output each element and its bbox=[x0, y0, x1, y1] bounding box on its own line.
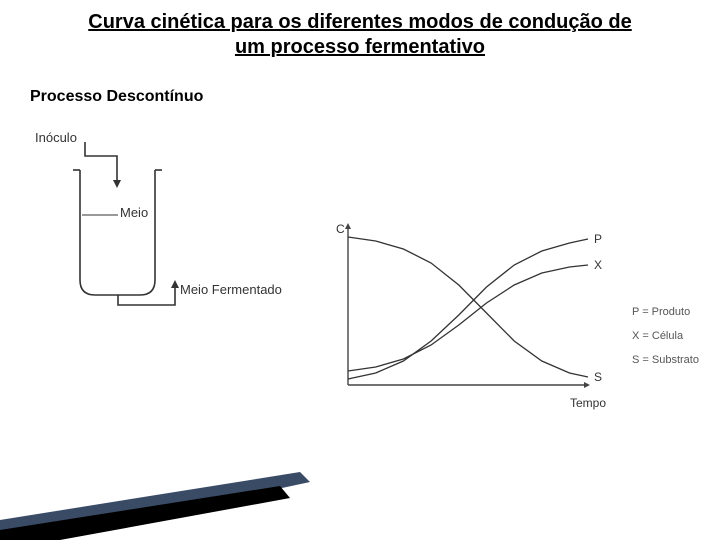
svg-text:Tempo: Tempo bbox=[570, 396, 606, 410]
page-title: Curva cinética para os diferentes modos … bbox=[0, 10, 720, 60]
title-line-2: um processo fermentativo bbox=[235, 36, 485, 58]
legend-P: P = Produto bbox=[632, 300, 699, 324]
label-meio: Meio bbox=[120, 205, 148, 220]
subtitle: Processo Descontínuo bbox=[30, 88, 203, 106]
svg-text:C: C bbox=[336, 222, 345, 236]
chart-svg: C Tempo PX S bbox=[320, 215, 620, 425]
legend: P = Produto X = Célula S = Substrato bbox=[632, 300, 699, 373]
legend-S: S = Substrato bbox=[632, 348, 699, 372]
decor-wedge bbox=[0, 470, 320, 540]
label-fermentado: Meio Fermentado bbox=[180, 282, 282, 297]
decor-svg bbox=[0, 470, 320, 540]
kinetic-chart: C Tempo PX S bbox=[320, 215, 620, 425]
vessel-diagram: Inóculo Meio Meio Fermentado bbox=[25, 130, 305, 330]
title-line-1: Curva cinética para os diferentes modos … bbox=[88, 11, 632, 33]
svg-text:X: X bbox=[594, 258, 602, 272]
legend-X: X = Célula bbox=[632, 324, 699, 348]
svg-text:S: S bbox=[594, 370, 602, 384]
svg-text:P: P bbox=[594, 232, 602, 246]
label-inoculo: Inóculo bbox=[35, 130, 77, 145]
vessel-svg bbox=[25, 130, 305, 330]
